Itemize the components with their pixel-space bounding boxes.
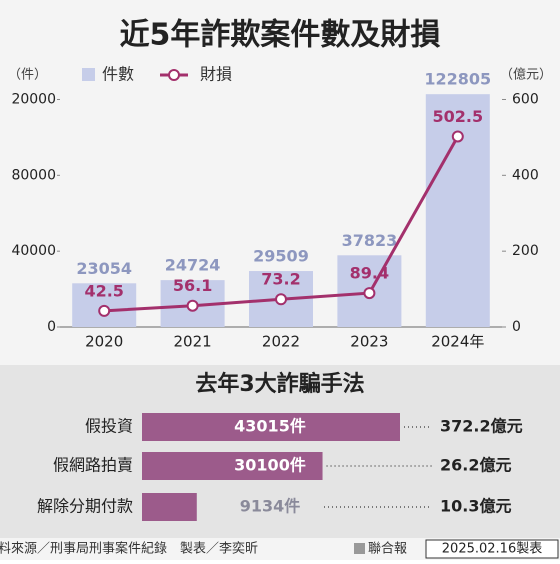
legend-swatch bbox=[82, 68, 95, 81]
x-tick-label: 2023 bbox=[350, 333, 388, 351]
category-label: 假網路拍賣 bbox=[53, 456, 133, 475]
y-tick-label: 40000 bbox=[11, 243, 56, 259]
y-tick-label: 20000 bbox=[11, 91, 56, 107]
line-label: 42.5 bbox=[84, 281, 123, 300]
line-point bbox=[275, 293, 287, 306]
x-tick-label: 2020 bbox=[85, 333, 123, 351]
y-tick-label: 80000 bbox=[11, 167, 56, 183]
category-label: 假投資 bbox=[85, 417, 133, 436]
footer-panel bbox=[0, 538, 560, 560]
loss-label: 10.3億元 bbox=[440, 497, 511, 516]
bar-label: 122805 bbox=[424, 70, 491, 89]
bar bbox=[142, 493, 197, 521]
bar-label: 30100件 bbox=[234, 456, 306, 475]
bar bbox=[142, 413, 400, 441]
section-title: 去年3大詐騙手法 bbox=[195, 371, 364, 397]
bar bbox=[425, 94, 490, 328]
x-tick-label: 2021 bbox=[174, 333, 212, 351]
bar-label: 23054 bbox=[76, 259, 132, 278]
x-tick-label: 2024年 bbox=[431, 333, 484, 351]
category-label: 解除分期付款 bbox=[37, 497, 133, 516]
loss-label: 372.2億元 bbox=[440, 417, 523, 436]
x-tick-label: 2022 bbox=[262, 333, 300, 351]
legend-swatch bbox=[168, 69, 180, 81]
y2-tick-label: 200 bbox=[512, 243, 539, 259]
bar-label: 43015件 bbox=[234, 417, 306, 436]
bar-label: 24724 bbox=[165, 256, 221, 275]
date-box bbox=[425, 539, 559, 559]
y2-axis-label: （億元） bbox=[500, 67, 552, 83]
line-point bbox=[186, 299, 199, 312]
footer-source: 料來源／刑事局刑事案件紀錄 製表／李奕昕 bbox=[0, 541, 258, 557]
footer-publisher: 聯合報 bbox=[368, 542, 407, 557]
y-tick-label: 0 bbox=[47, 319, 56, 335]
y2-tick-label: 400 bbox=[512, 167, 539, 183]
line-label: 56.1 bbox=[173, 276, 212, 295]
y2-tick-label: 0 bbox=[512, 319, 521, 335]
chart-title: 近5年詐欺案件數及財損 bbox=[120, 18, 441, 53]
footer-date: 2025.02.16製表 bbox=[442, 542, 542, 557]
line-point bbox=[451, 130, 464, 143]
line-label: 89.4 bbox=[350, 264, 389, 283]
legend-label: 件數 bbox=[102, 65, 134, 84]
bar-label: 29509 bbox=[253, 247, 309, 266]
line-point bbox=[363, 287, 376, 300]
bottom-panel bbox=[0, 365, 560, 538]
bar bbox=[142, 452, 323, 480]
line-label: 73.2 bbox=[261, 270, 300, 289]
y2-tick-label: 600 bbox=[512, 91, 539, 107]
line-point bbox=[98, 304, 111, 317]
legend-label: 財損 bbox=[200, 65, 232, 84]
bar-label: 9134件 bbox=[240, 497, 301, 516]
publisher-icon bbox=[354, 543, 365, 554]
line-label: 502.5 bbox=[432, 107, 483, 126]
loss-label: 26.2億元 bbox=[440, 456, 511, 475]
y-axis-label: （件） bbox=[8, 68, 47, 83]
bar-label: 37823 bbox=[342, 231, 398, 250]
